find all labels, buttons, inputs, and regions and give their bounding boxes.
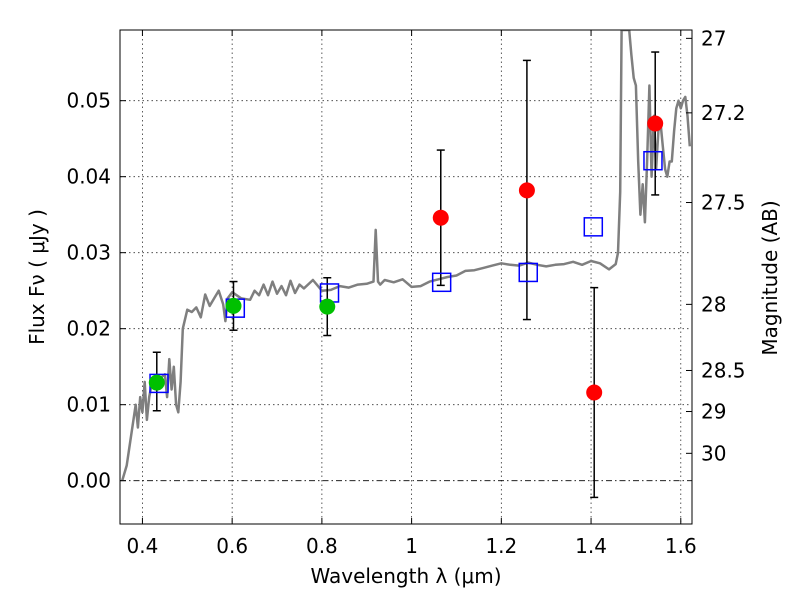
right-tick-label: 27.5 (701, 191, 746, 215)
spectrum-line (121, 30, 692, 482)
x-tick-label: 1.2 (485, 534, 517, 558)
x-tick-label: 1 (405, 534, 418, 558)
data-point (432, 209, 449, 226)
right-tick-label: 27.2 (701, 101, 746, 125)
x-tick-label: 1.6 (665, 534, 697, 558)
right-tick-label: 27 (701, 26, 726, 50)
x-ticks: 0.4 0.6 0.8 1 1.2 1.4 1.6 (127, 30, 697, 558)
model-square (583, 217, 604, 237)
spectrum-series (121, 30, 692, 482)
data-point (647, 115, 664, 132)
x-tick-label: 0.6 (216, 534, 248, 558)
model-square (518, 262, 539, 283)
data-point (148, 374, 165, 391)
y-tick-label: 0.04 (66, 165, 111, 189)
data-point (225, 297, 242, 314)
model-square (431, 272, 452, 293)
plot-area (121, 30, 692, 499)
data-point (586, 384, 603, 401)
right-tick-label: 29 (701, 400, 726, 424)
right-tick-label: 30 (701, 441, 726, 465)
model-squares (149, 150, 663, 394)
y-tick-label: 0.01 (66, 393, 111, 417)
errorbars (152, 51, 660, 499)
x-tick-label: 1.4 (575, 534, 607, 558)
y-ticks: 0.00 0.01 0.02 0.03 0.04 0.05 (66, 89, 126, 493)
data-points (148, 115, 664, 401)
plot-frame (119, 29, 693, 525)
y-axis-title: Flux Fν ( μJy ) (25, 209, 49, 345)
y-tick-label: 0.02 (66, 317, 111, 341)
x-axis-title: Wavelength λ (μm) (310, 564, 501, 588)
y-tick-label: 0.03 (66, 241, 111, 265)
model-square (643, 150, 663, 171)
data-point (319, 298, 336, 315)
data-point (518, 182, 535, 199)
right-axis-title: Magnitude (AB) (758, 200, 782, 355)
right-tick-label: 28 (701, 292, 726, 316)
x-tick-label: 0.4 (127, 534, 159, 558)
right-ticks: 27 27.2 27.5 28 28.5 29 30 (686, 26, 746, 465)
y-tick-label: 0.00 (66, 469, 111, 493)
grid (120, 30, 692, 524)
x-tick-label: 0.8 (306, 534, 338, 558)
y-tick-label: 0.05 (66, 89, 111, 113)
right-tick-label: 28.5 (701, 358, 746, 382)
